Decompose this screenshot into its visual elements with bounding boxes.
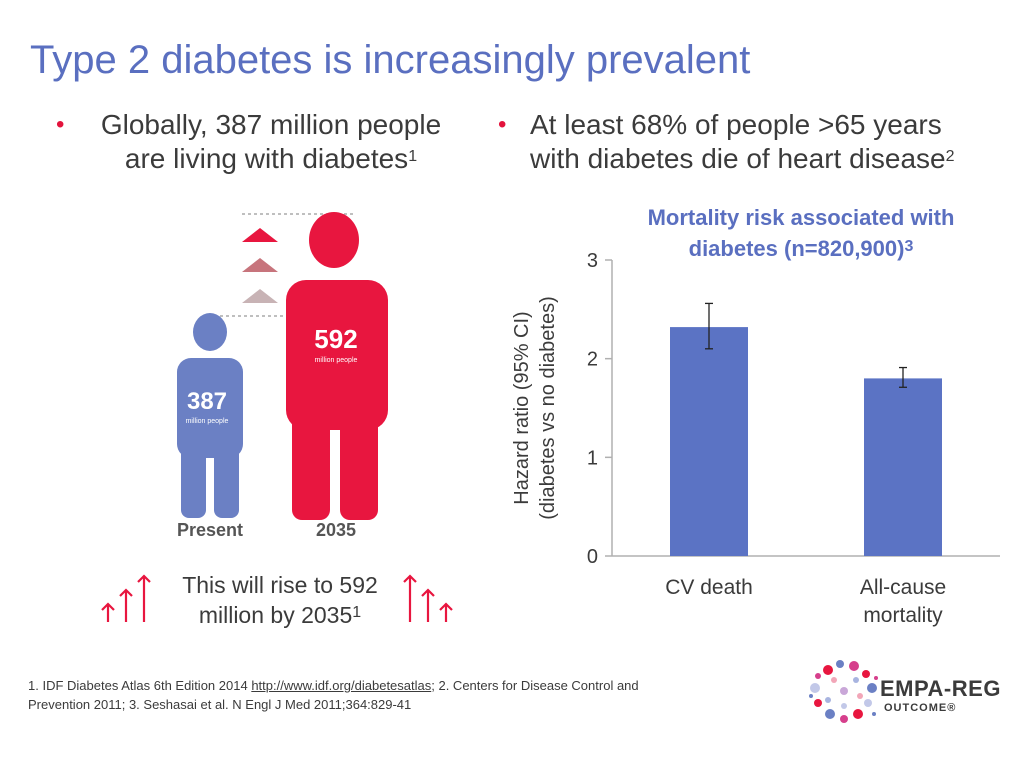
growth-triangle-icon	[242, 228, 278, 242]
footnote-link[interactable]: http://www.idf.org/diabetesatlas	[251, 678, 432, 693]
y-tick-label: 1	[587, 447, 598, 469]
rise-statement: This will rise to 592 million by 20351	[150, 570, 410, 630]
present-value: 387	[187, 388, 227, 415]
x-category-label: CV death	[665, 576, 753, 599]
y-tick-label: 0	[587, 546, 598, 568]
mortality-bar-chart: Hazard ratio (95% CI) (diabetes vs no di…	[511, 250, 1000, 627]
bullet-marker: •	[56, 111, 65, 138]
y-axis-label-line1: Hazard ratio (95% CI)	[511, 311, 533, 504]
rise-line1: This will rise to 592	[182, 572, 378, 598]
population-infographic: 387 million people 592 million people Pr…	[177, 212, 388, 540]
footnote-part1: 1. IDF Diabetes Atlas 6th Edition 2014	[28, 678, 252, 693]
bullet-left-line2: are living with diabetes	[124, 143, 409, 174]
present-unit: million people	[186, 418, 229, 425]
up-arrows-left-icon	[101, 574, 151, 622]
chart-title: Mortality risk associated with diabetes …	[606, 202, 996, 264]
rise-ref: 1	[352, 604, 362, 621]
x-category-label: mortality	[863, 604, 943, 627]
logo-name: EMPA-REG	[880, 676, 1001, 701]
bar-2	[864, 378, 942, 556]
chart-title-line1: Mortality risk associated with	[647, 205, 955, 230]
up-arrows-right-icon	[403, 574, 453, 622]
future-person-icon	[286, 212, 388, 520]
bullet-global-prevalence: • Globally, 387 million people are livin…	[56, 108, 486, 176]
slide-title: Type 2 diabetes is increasingly prevalen…	[30, 38, 751, 82]
bullet-left-line1: Globally, 387 million people	[100, 109, 442, 140]
future-value: 592	[314, 324, 357, 354]
y-tick-label: 2	[587, 349, 598, 371]
chart-title-line2: diabetes (n=820,900)	[688, 236, 905, 261]
footnote-references: 1. IDF Diabetes Atlas 6th Edition 2014 h…	[28, 676, 808, 714]
footnote-line2: Prevention 2011; 3. Seshasai et al. N En…	[28, 697, 412, 712]
y-tick-label: 3	[587, 250, 598, 272]
logo-sub: OUTCOME®	[884, 702, 957, 714]
growth-triangle-icon	[242, 258, 278, 272]
y-axis-label-line2: (diabetes vs no diabetes)	[537, 296, 559, 519]
y-axis-label: Hazard ratio (95% CI) (diabetes vs no di…	[511, 296, 559, 519]
present-label: Present	[177, 520, 243, 540]
chart-title-ref: 3	[904, 238, 914, 255]
rise-line2: million by 2035	[198, 602, 353, 628]
bullet-left-ref: 1	[408, 148, 418, 165]
growth-triangle-icon	[242, 289, 278, 303]
footnote-part2: ; 2. Centers for Disease Control and	[431, 678, 639, 693]
bullet-right-ref: 2	[945, 148, 955, 165]
bullet-right-line1: At least 68% of people >65 years	[530, 109, 942, 140]
future-label: 2035	[316, 520, 356, 540]
future-unit: million people	[315, 357, 358, 364]
bullet-right-line2: with diabetes die of heart disease	[530, 143, 946, 174]
empa-reg-logo-icon	[809, 660, 878, 723]
present-person-icon	[177, 313, 243, 518]
bar-1	[670, 327, 748, 556]
bullet-heart-disease: • At least 68% of people >65 years with …	[498, 108, 998, 176]
x-category-label: All-cause	[860, 576, 946, 599]
bullet-marker: •	[498, 111, 507, 138]
